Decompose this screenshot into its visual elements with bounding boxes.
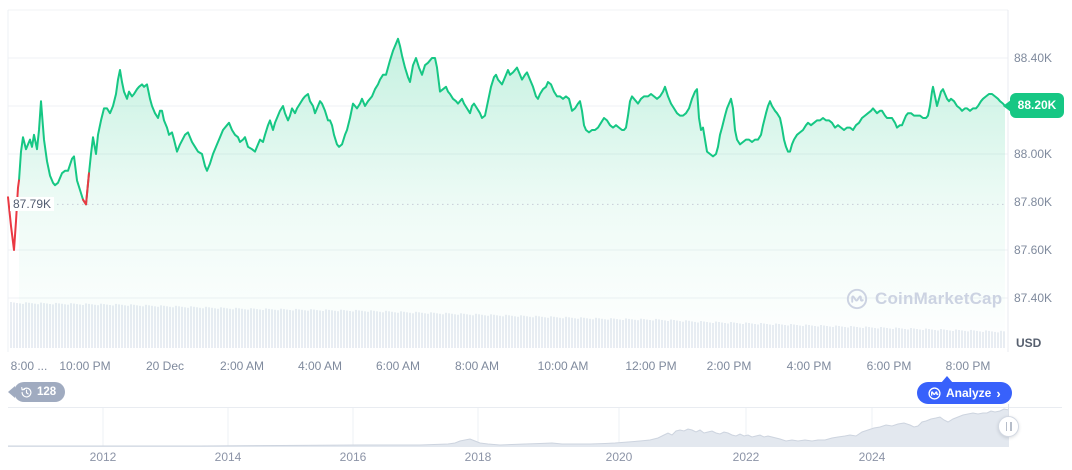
analyze-button-label: Analyze [946, 386, 992, 400]
x-tick-label: 4:00 PM [786, 359, 832, 373]
y-tick-label: 87.60K [1014, 243, 1053, 257]
year-tick-label: 2020 [605, 450, 633, 464]
price-pane[interactable] [7, 37, 1006, 349]
x-tick-label: 8:00 AM [454, 359, 500, 373]
y-tick-label: 87.40K [1014, 291, 1053, 305]
navigator-area [8, 409, 1009, 447]
watching-badge-tail [8, 386, 15, 398]
price-line [18, 37, 1006, 206]
x-tick-label: 12:00 PM [625, 359, 677, 373]
x-tick-label: 10:00 AM [537, 359, 589, 373]
year-tick-label: 2014 [214, 450, 242, 464]
price-line-downtick [82, 172, 90, 206]
current-price-value: 88.20K [1010, 93, 1064, 118]
coinmarketcap-mini-logo-icon [928, 386, 941, 400]
coinmarketcap-logo-icon [846, 288, 868, 310]
price-line-downtick [7, 179, 20, 251]
current-price-badge: 88.20K [1002, 93, 1064, 118]
x-tick-label: 8:00 PM [945, 359, 991, 373]
watching-count: 128 [37, 386, 57, 398]
x-tick-label: 20 Dec [145, 359, 185, 373]
x-tick-label: 6:00 AM [375, 359, 421, 373]
x-tick-label: 6:00 PM [866, 359, 912, 373]
year-tick-label: 2016 [339, 450, 367, 464]
x-tick-label: 8:00 ... [10, 359, 48, 373]
currency-label: USD [1016, 336, 1042, 350]
analyze-button[interactable]: Analyze › [917, 376, 1012, 404]
x-tick-label: 4:00 AM [297, 359, 343, 373]
watching-count-badge: 128 [8, 382, 66, 402]
y-tick-label: 87.80K [1014, 195, 1053, 209]
year-tick-label: 2018 [464, 450, 492, 464]
chevron-right-icon: › [996, 385, 1001, 401]
handle-grip-bar [1005, 422, 1007, 431]
history-clock-icon [21, 386, 32, 397]
y-tick-label: 88.00K [1014, 147, 1053, 161]
navigator-drag-handle[interactable] [998, 416, 1019, 437]
x-tick-label: 10:00 PM [59, 359, 111, 373]
navigator-pane[interactable] [8, 404, 1062, 447]
year-tick-label: 2012 [89, 450, 117, 464]
year-tick-label: 2024 [858, 450, 886, 464]
x-tick-label: 2:00 PM [706, 359, 752, 373]
y-tick-label: 88.40K [1014, 51, 1053, 65]
year-tick-label: 2022 [732, 450, 760, 464]
price-badge-tail [1003, 100, 1011, 112]
low-price-label: 87.79K [10, 197, 55, 211]
analyze-button-tail [941, 376, 953, 383]
handle-grip-bar [1010, 422, 1012, 431]
watermark-text: CoinMarketCap [875, 289, 1003, 308]
x-tick-label: 2:00 AM [219, 359, 265, 373]
coinmarketcap-watermark: CoinMarketCap [846, 288, 1002, 310]
